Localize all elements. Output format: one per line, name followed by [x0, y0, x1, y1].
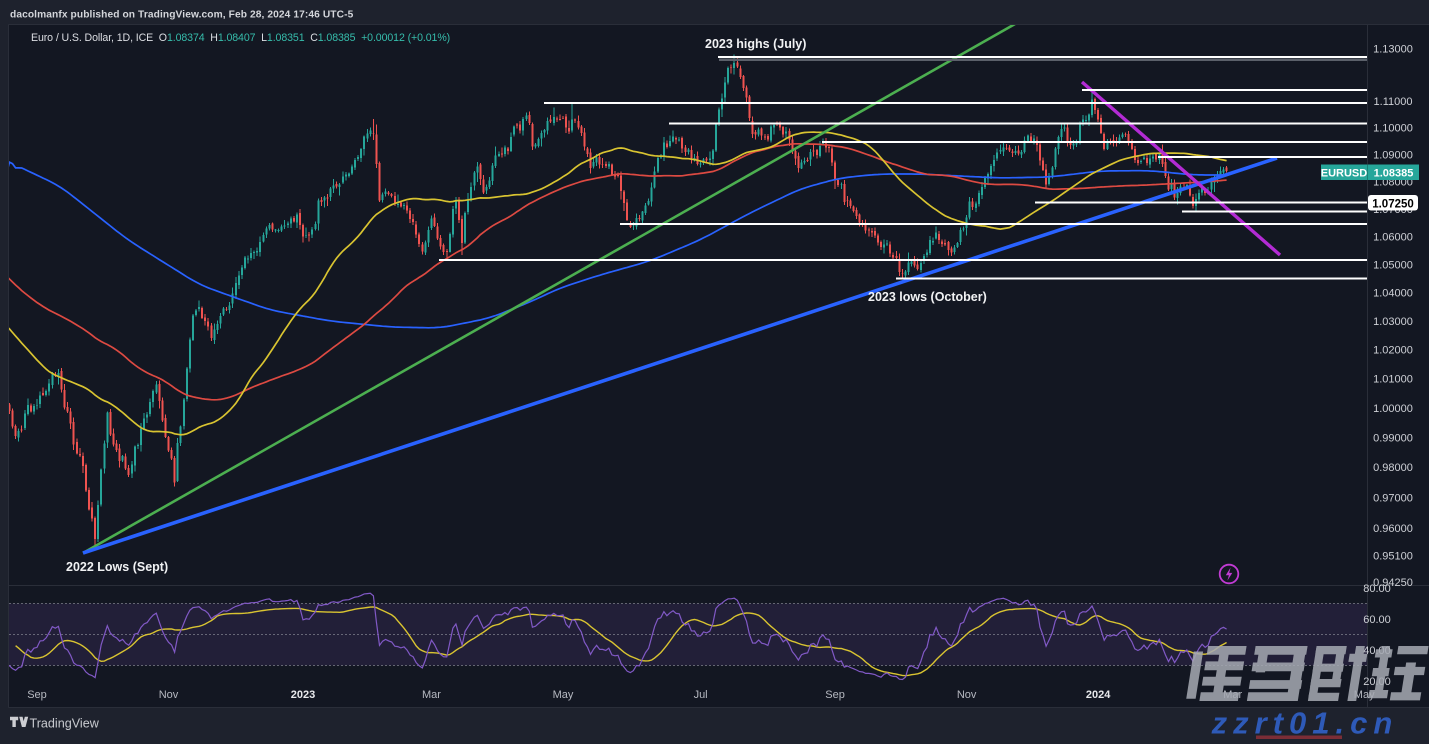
svg-text:1.06000: 1.06000: [1373, 231, 1413, 243]
svg-text:EURUSD: EURUSD: [1321, 167, 1368, 179]
svg-text:0.97000: 0.97000: [1373, 492, 1413, 504]
svg-text:Euro / U.S. Dollar, 1D, ICE O: Euro / U.S. Dollar, 1D, ICE O1.08374 H1.…: [31, 32, 450, 44]
svg-text:1.03000: 1.03000: [1373, 316, 1413, 328]
svg-text:0.94250: 0.94250: [1373, 577, 1413, 589]
svg-text:Nov: Nov: [159, 689, 179, 701]
svg-text:0.98000: 0.98000: [1373, 462, 1413, 474]
svg-text:0.95100: 0.95100: [1373, 551, 1413, 563]
svg-text:80.00: 80.00: [1363, 583, 1391, 595]
svg-text:2024: 2024: [1086, 689, 1111, 701]
svg-text:Jul: Jul: [694, 689, 708, 701]
svg-text:Sep: Sep: [27, 689, 47, 701]
svg-text:May: May: [553, 689, 574, 701]
svg-text:1.11000: 1.11000: [1374, 96, 1413, 108]
svg-text:Sep: Sep: [825, 689, 845, 701]
svg-text:1.07250: 1.07250: [1372, 198, 1414, 210]
svg-text:1.00000: 1.00000: [1373, 403, 1413, 415]
svg-text:2023 lows (October): 2023 lows (October): [868, 290, 987, 304]
svg-text:Mar: Mar: [422, 689, 441, 701]
svg-text:1.05000: 1.05000: [1373, 259, 1413, 271]
svg-text:1.04000: 1.04000: [1373, 287, 1413, 299]
svg-text:1.01000: 1.01000: [1373, 374, 1413, 386]
svg-text:dacolmanfx published on Tradin: dacolmanfx published on TradingView.com,…: [10, 10, 354, 21]
svg-text:1.02000: 1.02000: [1373, 345, 1413, 357]
svg-text:TradingView: TradingView: [30, 717, 100, 731]
svg-text:0.96000: 0.96000: [1373, 523, 1413, 535]
svg-text:2023 highs (July): 2023 highs (July): [705, 37, 806, 51]
svg-text:zzrt01.cn: zzrt01.cn: [1211, 706, 1399, 740]
svg-text:1.09000: 1.09000: [1373, 149, 1413, 161]
svg-text:2022 Lows (Sept): 2022 Lows (Sept): [66, 560, 168, 574]
svg-text:60.00: 60.00: [1363, 614, 1391, 626]
svg-text:1.10000: 1.10000: [1373, 122, 1413, 134]
svg-text:0.99000: 0.99000: [1373, 432, 1413, 444]
svg-text:2023: 2023: [291, 689, 315, 701]
svg-text:1.08385: 1.08385: [1374, 167, 1414, 179]
svg-text:Nov: Nov: [957, 689, 977, 701]
svg-text:1.13000: 1.13000: [1373, 43, 1413, 55]
